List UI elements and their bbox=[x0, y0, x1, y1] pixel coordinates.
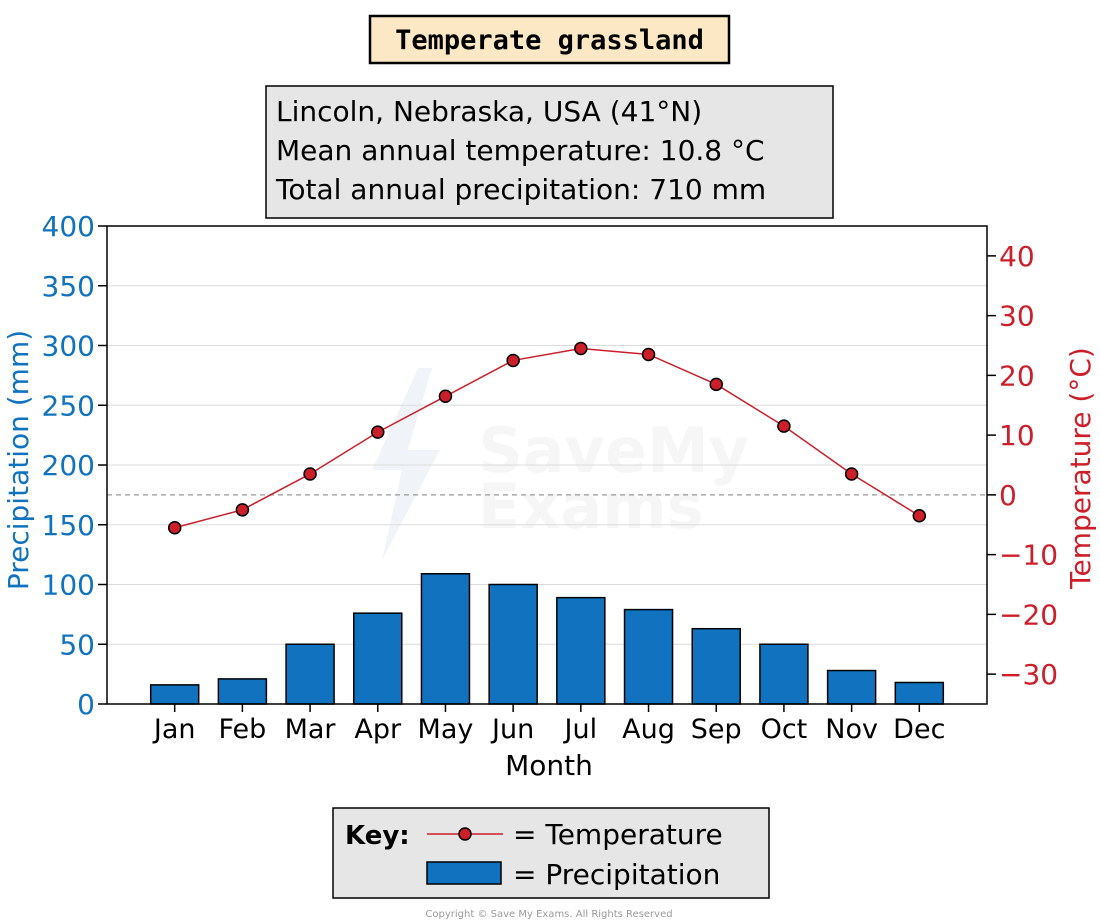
precipitation-bar bbox=[149, 684, 200, 705]
x-axis-tick-label: Feb bbox=[218, 714, 266, 745]
legend-temperature-marker bbox=[458, 827, 472, 841]
legend: Key: = Temperature = Precipitation bbox=[332, 807, 770, 899]
precipitation-bar bbox=[285, 643, 335, 705]
x-axis-tick-label: Aug bbox=[622, 714, 675, 745]
left-axis-tick-label: 150 bbox=[42, 509, 95, 542]
precipitation-bar bbox=[826, 669, 877, 705]
temperature-point bbox=[167, 520, 182, 535]
x-axis-tick-label: Jan bbox=[152, 714, 196, 745]
temperature-point bbox=[235, 503, 250, 517]
chart-title: Temperate grassland bbox=[395, 25, 704, 56]
x-axis-tick-label: Jun bbox=[490, 714, 534, 745]
temperature-point bbox=[371, 425, 385, 439]
legend-temperature-label: = Temperature bbox=[513, 818, 723, 851]
right-axis-tick-label: 40 bbox=[999, 240, 1035, 273]
temperature-point bbox=[506, 353, 520, 368]
precipitation-bar bbox=[420, 572, 471, 705]
x-axis-label: Month bbox=[505, 749, 593, 782]
precipitation-bar bbox=[556, 596, 606, 705]
left-axis-tick-label: 50 bbox=[59, 628, 95, 661]
watermark-bolt-icon bbox=[372, 368, 440, 560]
y-axis-label-temperature: Temperature (°C) bbox=[1064, 347, 1097, 590]
left-axis-tick-label: 100 bbox=[42, 569, 95, 602]
precipitation-bar bbox=[691, 627, 741, 705]
precipitation-bar bbox=[759, 643, 809, 705]
watermark: SaveMy Exams bbox=[372, 368, 749, 560]
right-axis-tick-label: 10 bbox=[999, 419, 1035, 452]
temperature-point bbox=[844, 467, 859, 481]
temperature-point bbox=[574, 341, 588, 356]
x-axis-tick-label: Mar bbox=[285, 714, 337, 745]
right-axis-tick-label: −10 bbox=[999, 539, 1058, 572]
right-axis-tick-label: 20 bbox=[999, 359, 1035, 392]
location-info-box: Lincoln, Nebraska, USA (41°N) Mean annua… bbox=[265, 85, 834, 219]
y-axis-label-precipitation: Precipitation (mm) bbox=[2, 330, 35, 590]
total-precipitation-line: Total annual precipitation: 710 mm bbox=[275, 173, 766, 206]
right-axis-tick-label: 30 bbox=[999, 300, 1035, 333]
x-axis-tick-label: Sep bbox=[691, 714, 742, 745]
temperature-point bbox=[303, 467, 317, 481]
x-axis-tick-label: Nov bbox=[825, 714, 878, 745]
left-axis-tick-label: 350 bbox=[42, 270, 95, 303]
x-axis-tick-label: Oct bbox=[761, 714, 808, 745]
location-line: Lincoln, Nebraska, USA (41°N) bbox=[276, 95, 702, 128]
watermark-text-2: Exams bbox=[478, 470, 704, 543]
precipitation-bar bbox=[353, 612, 403, 705]
left-axis-tick-label: 300 bbox=[42, 330, 95, 363]
left-axis-tick-label: 250 bbox=[42, 389, 95, 422]
precipitation-bar bbox=[217, 678, 268, 705]
legend-precipitation-label: = Precipitation bbox=[513, 858, 720, 891]
right-axis-tick-label: 0 bbox=[999, 479, 1017, 512]
temperature-point bbox=[438, 389, 453, 404]
copyright-notice: Copyright © Save My Exams. All Rights Re… bbox=[425, 909, 672, 920]
temperature-point bbox=[777, 419, 791, 433]
precipitation-bar bbox=[488, 583, 538, 705]
left-axis-tick-label: 200 bbox=[42, 449, 95, 482]
left-axis-tick-label: 400 bbox=[42, 210, 95, 243]
x-axis-tick-label: Dec bbox=[893, 714, 945, 745]
legend-precipitation-swatch bbox=[426, 861, 502, 885]
chart-title-box: Temperate grassland bbox=[368, 14, 731, 65]
temperature-line bbox=[174, 347, 920, 529]
temperature-point bbox=[912, 509, 927, 523]
temperature-point bbox=[641, 347, 656, 362]
right-axis-tick-label: −20 bbox=[999, 598, 1058, 631]
precipitation-bar bbox=[894, 681, 945, 705]
legend-title: Key: bbox=[345, 821, 410, 851]
left-axis-tick-label: 0 bbox=[77, 688, 95, 721]
temperature-point bbox=[709, 377, 723, 392]
precipitation-bar bbox=[623, 608, 674, 705]
mean-temperature-line: Mean annual temperature: 10.8 °C bbox=[276, 134, 765, 167]
x-axis-tick-label: May bbox=[418, 714, 474, 745]
x-axis-tick-label: Jul bbox=[563, 714, 598, 745]
x-axis-tick-label: Apr bbox=[354, 714, 402, 745]
watermark-text: SaveMy bbox=[478, 414, 749, 487]
right-axis-tick-label: −30 bbox=[999, 658, 1058, 691]
